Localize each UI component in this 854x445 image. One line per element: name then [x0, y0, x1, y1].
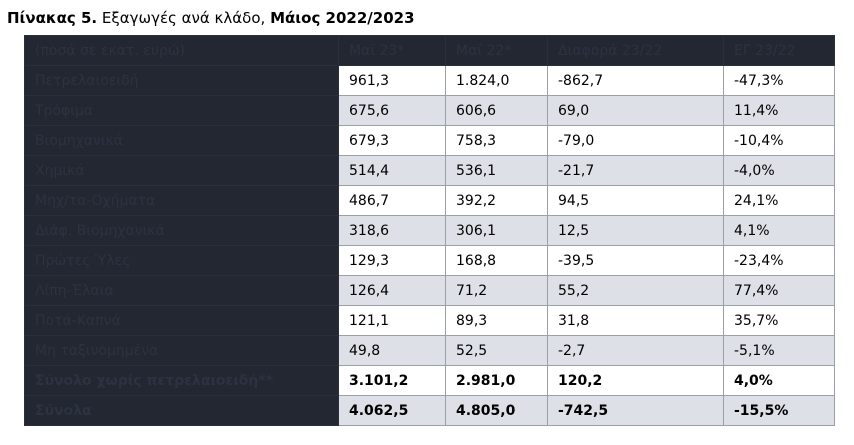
title-suffix: Μάιος 2022/2023: [270, 9, 415, 27]
value-cell: 2.981,0: [445, 365, 548, 396]
value-cell: 679,3: [338, 125, 446, 156]
value-cell: 12,5: [547, 215, 724, 246]
value-cell: 486,7: [338, 185, 446, 216]
value-cell: 49,8: [338, 335, 446, 366]
value-cell: -39,5: [547, 245, 724, 276]
value-cell: 4,0%: [723, 365, 835, 396]
value-cell: 89,3: [445, 305, 548, 336]
table-row: Λίπη-Έλαια 126,4 71,2 55,2 77,4%: [24, 275, 835, 306]
header-cell: (ποσά σε εκατ. ευρώ): [24, 35, 339, 66]
row-label: Βιομηχανικά: [24, 125, 339, 156]
value-cell: 758,3: [445, 125, 548, 156]
table-header-row: (ποσά σε εκατ. ευρώ) Μαϊ 23* Μαϊ 22* Δια…: [24, 35, 835, 66]
value-cell: -10,4%: [723, 125, 835, 156]
value-cell: -15,5%: [723, 395, 835, 426]
header-cell: Διαφορά 23/22: [547, 35, 724, 66]
value-cell: 536,1: [445, 155, 548, 186]
value-cell: -2,7: [547, 335, 724, 366]
value-cell: 71,2: [445, 275, 548, 306]
table-title: Πίνακας 5. Εξαγωγές ανά κλάδο, Μάιος 202…: [7, 8, 415, 28]
row-label: Πρώτες Ύλες: [24, 245, 339, 276]
value-cell: 4,1%: [723, 215, 835, 246]
value-cell: -23,4%: [723, 245, 835, 276]
table-row: Μηχ/τα-Οχήματα 486,7 392,2 94,5 24,1%: [24, 185, 835, 216]
row-label: Τρόφιμα: [24, 95, 339, 126]
value-cell: 306,1: [445, 215, 548, 246]
table-row: Σύνολα 4.062,5 4.805,0 -742,5 -15,5%: [24, 395, 835, 426]
value-cell: -79,0: [547, 125, 724, 156]
value-cell: 3.101,2: [338, 365, 446, 396]
header-cell: Μαϊ 22*: [445, 35, 548, 66]
row-label: Σύνολο χωρίς πετρελαιοειδή**: [24, 365, 339, 396]
value-cell: 1.824,0: [445, 65, 548, 96]
value-cell: -742,5: [547, 395, 724, 426]
table-row: Τρόφιμα 675,6 606,6 69,0 11,4%: [24, 95, 835, 126]
value-cell: 120,2: [547, 365, 724, 396]
row-label: Λίπη-Έλαια: [24, 275, 339, 306]
table-row: Χημικά 514,4 536,1 -21,7 -4,0%: [24, 155, 835, 186]
value-cell: 961,3: [338, 65, 446, 96]
value-cell: 126,4: [338, 275, 446, 306]
exports-table: (ποσά σε εκατ. ευρώ) Μαϊ 23* Μαϊ 22* Δια…: [24, 35, 835, 426]
table-row: Διάφ. Βιομηχανικά 318,6 306,1 12,5 4,1%: [24, 215, 835, 246]
header-cell: Μαϊ 23*: [338, 35, 446, 66]
value-cell: -21,7: [547, 155, 724, 186]
value-cell: 24,1%: [723, 185, 835, 216]
table-row: Βιομηχανικά 679,3 758,3 -79,0 -10,4%: [24, 125, 835, 156]
value-cell: 168,8: [445, 245, 548, 276]
value-cell: 31,8: [547, 305, 724, 336]
value-cell: 94,5: [547, 185, 724, 216]
title-prefix: Πίνακας 5.: [7, 9, 98, 27]
table-row: Πρώτες Ύλες 129,3 168,8 -39,5 -23,4%: [24, 245, 835, 276]
value-cell: 675,6: [338, 95, 446, 126]
row-label: Σύνολα: [24, 395, 339, 426]
value-cell: 392,2: [445, 185, 548, 216]
row-label: Ποτά-Καπνά: [24, 305, 339, 336]
table-row: Σύνολο χωρίς πετρελαιοειδή** 3.101,2 2.981…: [24, 365, 835, 396]
table-row: Ποτά-Καπνά 121,1 89,3 31,8 35,7%: [24, 305, 835, 336]
value-cell: 55,2: [547, 275, 724, 306]
value-cell: 52,5: [445, 335, 548, 366]
value-cell: -47,3%: [723, 65, 835, 96]
table-row: Πετρελαιοειδή 961,3 1.824,0 -862,7 -47,3%: [24, 65, 835, 96]
row-label: Διάφ. Βιομηχανικά: [24, 215, 339, 246]
row-label: Μη ταξινομημένα: [24, 335, 339, 366]
row-label: Μηχ/τα-Οχήματα: [24, 185, 339, 216]
title-middle: Εξαγωγές ανά κλάδο,: [97, 9, 271, 27]
value-cell: 129,3: [338, 245, 446, 276]
value-cell: -5,1%: [723, 335, 835, 366]
value-cell: 4.805,0: [445, 395, 548, 426]
value-cell: 11,4%: [723, 95, 835, 126]
value-cell: 606,6: [445, 95, 548, 126]
value-cell: 514,4: [338, 155, 446, 186]
value-cell: -4,0%: [723, 155, 835, 186]
row-label: Πετρελαιοειδή: [24, 65, 339, 96]
value-cell: 69,0: [547, 95, 724, 126]
value-cell: -862,7: [547, 65, 724, 96]
row-label: Χημικά: [24, 155, 339, 186]
value-cell: 77,4%: [723, 275, 835, 306]
value-cell: 121,1: [338, 305, 446, 336]
value-cell: 318,6: [338, 215, 446, 246]
value-cell: 35,7%: [723, 305, 835, 336]
header-cell: ΕΓ 23/22: [723, 35, 835, 66]
value-cell: 4.062,5: [338, 395, 446, 426]
table-row: Μη ταξινομημένα 49,8 52,5 -2,7 -5,1%: [24, 335, 835, 366]
